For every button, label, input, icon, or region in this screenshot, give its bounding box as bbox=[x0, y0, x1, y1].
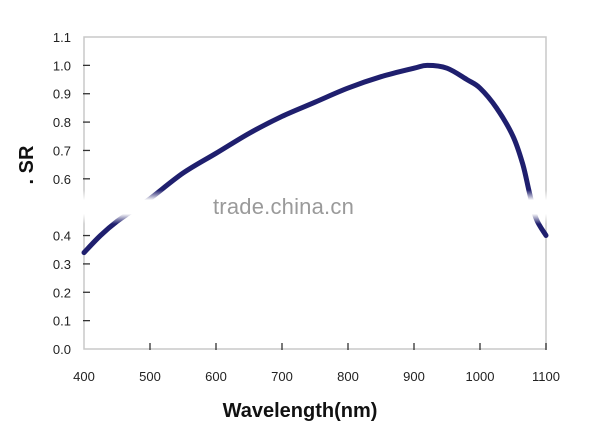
x-tick-label: 600 bbox=[205, 369, 227, 384]
y-axis-title: . SR bbox=[16, 145, 38, 184]
x-tick-label: 400 bbox=[73, 369, 95, 384]
y-tick-label: 1.0 bbox=[53, 58, 71, 73]
y-tick-label: 0.9 bbox=[53, 87, 71, 102]
y-axis-ticks: 0.0 0.1 0.2 0.3 0.4 0.6 0.7 0.8 0.9 1.0 1.1 bbox=[53, 30, 90, 357]
x-tick-label: 700 bbox=[271, 369, 293, 384]
y-tick-label: 0.7 bbox=[53, 143, 71, 158]
y-tick-label: 0.1 bbox=[53, 314, 71, 329]
x-tick-label: 1100 bbox=[532, 369, 560, 384]
y-tick-label: 0.4 bbox=[53, 229, 71, 244]
y-tick-label: 0.6 bbox=[53, 172, 71, 187]
x-tick-label: 800 bbox=[337, 369, 359, 384]
x-tick-label: 900 bbox=[403, 369, 425, 384]
y-tick-label: 1.1 bbox=[53, 30, 71, 45]
x-axis-ticks: 400 500 600 700 800 900 1000 1100 bbox=[73, 343, 560, 384]
x-tick-label: 1000 bbox=[466, 369, 495, 384]
y-tick-label: 0.3 bbox=[53, 257, 71, 272]
y-tick-label: 0.2 bbox=[53, 285, 71, 300]
y-tick-label: 0.0 bbox=[53, 342, 71, 357]
x-tick-label: 500 bbox=[139, 369, 161, 384]
watermark-text: trade.china.cn bbox=[213, 194, 354, 219]
y-tick-label: 0.8 bbox=[53, 115, 71, 130]
watermark-mask-band bbox=[0, 190, 604, 224]
spectral-response-line bbox=[81, 62, 549, 256]
x-axis-title: Wavelength(nm) bbox=[223, 400, 378, 422]
